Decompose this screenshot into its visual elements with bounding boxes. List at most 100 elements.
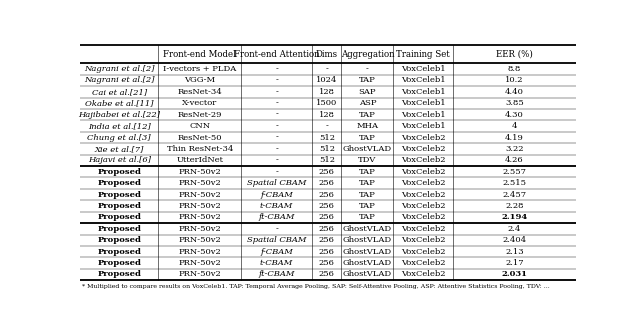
Text: VoxCeleb2: VoxCeleb2 [401,213,445,221]
Text: 4: 4 [512,122,517,130]
Text: Proposed: Proposed [97,213,141,221]
Text: Front-end Model: Front-end Model [163,50,236,59]
Text: UtterIdNet: UtterIdNet [176,156,223,164]
Text: Training Set: Training Set [396,50,450,59]
Text: 256: 256 [319,191,335,199]
Text: Proposed: Proposed [97,168,141,176]
Text: 4.30: 4.30 [505,111,524,119]
Text: Cai et al.[21]: Cai et al.[21] [92,88,147,96]
Text: VoxCeleb2: VoxCeleb2 [401,133,445,141]
Text: PRN-50v2: PRN-50v2 [179,248,221,256]
Text: Nagrani et al.[2]: Nagrani et al.[2] [84,65,154,73]
Text: Chung et al.[3]: Chung et al.[3] [88,133,151,141]
Text: Proposed: Proposed [97,202,141,210]
Text: -: - [275,111,278,119]
Text: 512: 512 [319,156,335,164]
Text: 256: 256 [319,271,335,279]
Text: VoxCeleb2: VoxCeleb2 [401,145,445,153]
Text: -: - [275,88,278,96]
Text: 256: 256 [319,225,335,233]
Text: 2.404: 2.404 [502,236,527,244]
Text: X-vector: X-vector [182,99,218,107]
Text: Nagrani et al.[2]: Nagrani et al.[2] [84,76,154,84]
Text: VoxCeleb2: VoxCeleb2 [401,168,445,176]
Text: Spatial CBAM: Spatial CBAM [247,236,307,244]
Text: ResNet-29: ResNet-29 [177,111,222,119]
Text: 4.26: 4.26 [505,156,524,164]
Text: 1024: 1024 [316,76,337,84]
Text: -: - [275,76,278,84]
Text: Thin ResNet-34: Thin ResNet-34 [166,145,233,153]
Text: 256: 256 [319,259,335,267]
Text: -: - [275,122,278,130]
Text: VoxCeleb1: VoxCeleb1 [401,111,445,119]
Text: 3.85: 3.85 [505,99,524,107]
Text: PRN-50v2: PRN-50v2 [179,179,221,187]
Text: -: - [275,156,278,164]
Text: -: - [275,65,278,73]
Text: Proposed: Proposed [97,225,141,233]
Text: 256: 256 [319,168,335,176]
Text: 3.22: 3.22 [505,145,524,153]
Text: -: - [366,65,369,73]
Text: 2.17: 2.17 [505,259,524,267]
Text: Proposed: Proposed [97,191,141,199]
Text: 256: 256 [319,213,335,221]
Text: PRN-50v2: PRN-50v2 [179,168,221,176]
Text: Proposed: Proposed [97,248,141,256]
Text: PRN-50v2: PRN-50v2 [179,259,221,267]
Text: SAP: SAP [358,88,376,96]
Text: 4.40: 4.40 [505,88,524,96]
Text: I-vectors + PLDA: I-vectors + PLDA [163,65,236,73]
Text: 128: 128 [319,88,335,96]
Text: ResNet-50: ResNet-50 [177,133,222,141]
Text: ft-CBAM: ft-CBAM [259,271,295,279]
Text: PRN-50v2: PRN-50v2 [179,213,221,221]
Text: ASP: ASP [358,99,376,107]
Text: t-CBAM: t-CBAM [260,202,293,210]
Text: 2.28: 2.28 [505,202,524,210]
Text: GhostVLAD: GhostVLAD [343,271,392,279]
Text: f-CBAM: f-CBAM [260,248,293,256]
Text: GhostVLAD: GhostVLAD [343,225,392,233]
Text: Dims: Dims [316,50,338,59]
Text: -: - [275,168,278,176]
Text: 2.457: 2.457 [502,191,527,199]
Text: GhostVLAD: GhostVLAD [343,259,392,267]
Text: 10.2: 10.2 [505,76,524,84]
Text: -: - [275,145,278,153]
Text: TAP: TAP [359,133,376,141]
Text: VoxCeleb1: VoxCeleb1 [401,88,445,96]
Text: TAP: TAP [359,179,376,187]
Text: GhostVLAD: GhostVLAD [343,248,392,256]
Text: * Multiplied to compare results on VoxCeleb1. TAP: Temporal Average Pooling, SAP: * Multiplied to compare results on VoxCe… [83,284,550,289]
Text: 128: 128 [319,111,335,119]
Text: VGG-M: VGG-M [184,76,215,84]
Text: t-CBAM: t-CBAM [260,259,293,267]
Text: GhostVLAD: GhostVLAD [343,145,392,153]
Text: VoxCeleb1: VoxCeleb1 [401,122,445,130]
Text: VoxCeleb2: VoxCeleb2 [401,179,445,187]
Text: EER (%): EER (%) [496,50,533,59]
Text: ResNet-34: ResNet-34 [177,88,222,96]
Text: -: - [275,133,278,141]
Text: PRN-50v2: PRN-50v2 [179,236,221,244]
Text: 2.557: 2.557 [502,168,527,176]
Text: PRN-50v2: PRN-50v2 [179,225,221,233]
Text: TAP: TAP [359,111,376,119]
Text: ft-CBAM: ft-CBAM [259,213,295,221]
Text: CNN: CNN [189,122,211,130]
Text: VoxCeleb1: VoxCeleb1 [401,65,445,73]
Text: VoxCeleb2: VoxCeleb2 [401,248,445,256]
Text: Aggregation: Aggregation [340,50,394,59]
Text: Front-end Attention: Front-end Attention [234,50,319,59]
Text: VoxCeleb2: VoxCeleb2 [401,271,445,279]
Text: 256: 256 [319,202,335,210]
Text: VoxCeleb2: VoxCeleb2 [401,202,445,210]
Text: 1500: 1500 [316,99,337,107]
Text: 256: 256 [319,236,335,244]
Text: 8.8: 8.8 [508,65,521,73]
Text: PRN-50v2: PRN-50v2 [179,202,221,210]
Text: Proposed: Proposed [97,179,141,187]
Text: VoxCeleb1: VoxCeleb1 [401,76,445,84]
